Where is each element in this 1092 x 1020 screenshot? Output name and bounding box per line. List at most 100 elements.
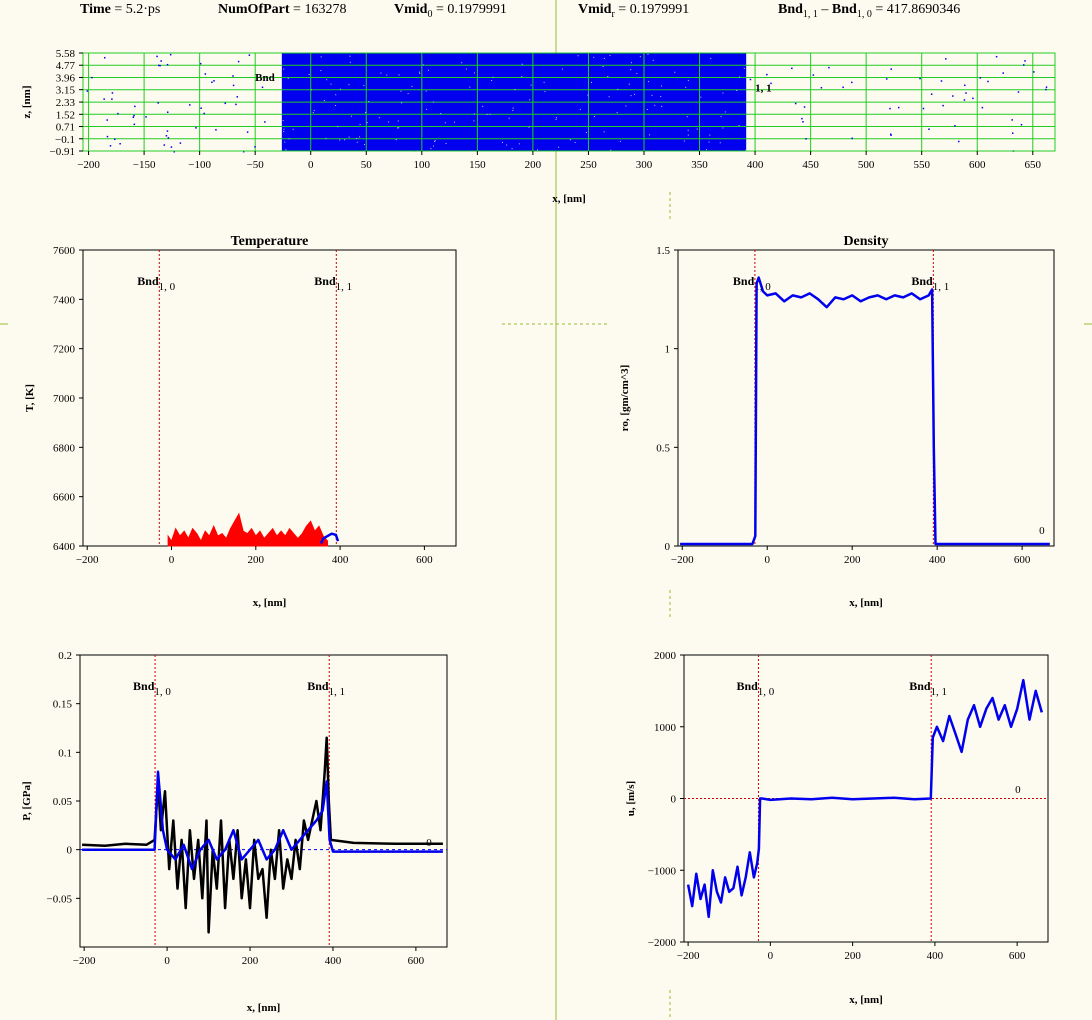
particle-gap	[529, 99, 531, 101]
particle-point	[158, 64, 160, 67]
particle-point	[851, 137, 853, 140]
x-tick-label: 200	[844, 950, 861, 962]
bnd-b-sub: 1, 0	[856, 8, 872, 20]
particle-gap	[366, 122, 368, 124]
particle-point	[236, 96, 239, 98]
particle-gap	[473, 120, 475, 122]
particle-gap	[339, 88, 341, 90]
particle-point	[166, 63, 169, 66]
x-tick-label: 0	[764, 554, 770, 566]
x-tick-label: 400	[929, 554, 946, 566]
particle-gap	[661, 85, 663, 87]
boundary-label: Bnd1, 0	[736, 679, 774, 698]
particle-gap	[685, 86, 687, 88]
particle-gap	[639, 56, 641, 58]
y-axis-label: z, [nm]	[21, 86, 33, 119]
y-tick-label: 0.5	[656, 442, 670, 454]
numofpart-value: = 163278	[293, 2, 347, 17]
particle-gap	[569, 139, 571, 141]
particle-gap	[577, 55, 579, 57]
x-tick-label: 400	[332, 554, 349, 566]
particle-gap	[444, 122, 446, 124]
particle-gap	[593, 56, 595, 58]
particle-gap	[724, 111, 726, 113]
particle-point	[1017, 91, 1020, 93]
x-tick-label: 650	[1025, 159, 1042, 171]
x-tick-label: −200	[73, 955, 96, 967]
particle-gap	[419, 71, 421, 73]
particle-point	[145, 116, 147, 118]
series-line-1	[319, 532, 340, 544]
particle-point	[930, 93, 933, 95]
particle-point	[114, 138, 116, 141]
particle-point	[119, 142, 121, 145]
particle-gap	[651, 94, 653, 96]
y-tick-label: 0.2	[58, 650, 72, 662]
particle-gap	[432, 101, 434, 103]
particle-point	[1011, 119, 1013, 121]
particle-gap	[292, 128, 294, 130]
particle-point	[166, 111, 169, 113]
particle-gap	[397, 127, 399, 129]
particle-point	[954, 125, 956, 127]
y-tick-label: 7600	[53, 245, 76, 257]
particle-point	[264, 121, 266, 123]
particle-gap	[285, 149, 287, 151]
zero-label: 0	[1015, 784, 1021, 796]
particle-point	[979, 77, 982, 79]
particle-point	[766, 73, 768, 76]
particle-point	[940, 80, 943, 82]
particle-point	[188, 104, 191, 106]
y-tick-label: 0.71	[56, 122, 75, 134]
particle-gap	[486, 113, 488, 115]
y-tick-label: 0.15	[53, 699, 73, 711]
particle-gap	[473, 72, 475, 74]
particle-gap	[356, 137, 358, 139]
particle-gap	[365, 111, 367, 113]
particle-point	[922, 107, 925, 110]
particle-gap	[502, 141, 504, 143]
particle-gap	[434, 141, 436, 143]
y-axis-label: T, [K]	[24, 384, 36, 412]
temperature-chart: Bnd1, 0 Bnd1, 1 −200 0 200 400 600 6400 6600 6800…	[24, 234, 457, 609]
particle-gap	[518, 143, 520, 145]
particle-point	[242, 150, 245, 153]
particle-gap	[489, 113, 491, 115]
x-tick-label: 200	[844, 554, 861, 566]
particle-gap	[722, 127, 724, 129]
series-line-0	[82, 736, 443, 934]
particle-point	[1022, 64, 1025, 66]
particle-gap	[745, 149, 747, 151]
boundary-label: Bnd1, 0	[137, 274, 175, 293]
bnd-minus: –	[817, 2, 832, 17]
particle-gap	[521, 63, 523, 65]
y-tick-label: −0.1	[55, 134, 75, 146]
particle-gap	[474, 113, 476, 115]
particle-point	[204, 73, 207, 75]
particle-point	[170, 146, 173, 148]
particle-gap	[719, 142, 721, 144]
particle-gap	[687, 134, 689, 136]
particle-gap	[512, 109, 514, 111]
particle-gap	[661, 105, 663, 107]
particle-point	[952, 95, 954, 97]
particle-gap	[359, 123, 361, 125]
x-tick-label: 400	[325, 955, 342, 967]
particle-gap	[609, 55, 611, 57]
particle-point	[159, 64, 161, 67]
header-numofpart: NumOfPart = 163278	[218, 2, 346, 18]
particle-gap	[579, 108, 581, 110]
particle-point	[235, 103, 237, 106]
x-axis-label: x, [nm]	[849, 597, 883, 609]
particle-gap	[555, 118, 557, 120]
particle-point	[199, 62, 202, 65]
particle-gap	[514, 89, 516, 91]
x-axis-label: x, [nm]	[247, 1002, 281, 1014]
particle-gap	[491, 79, 493, 81]
particle-point	[972, 97, 974, 100]
particle-gap	[743, 67, 745, 69]
particle-point	[86, 90, 89, 92]
particle-gap	[407, 93, 409, 95]
y-tick-label: 1.5	[656, 245, 670, 257]
x-tick-label: 500	[858, 159, 875, 171]
